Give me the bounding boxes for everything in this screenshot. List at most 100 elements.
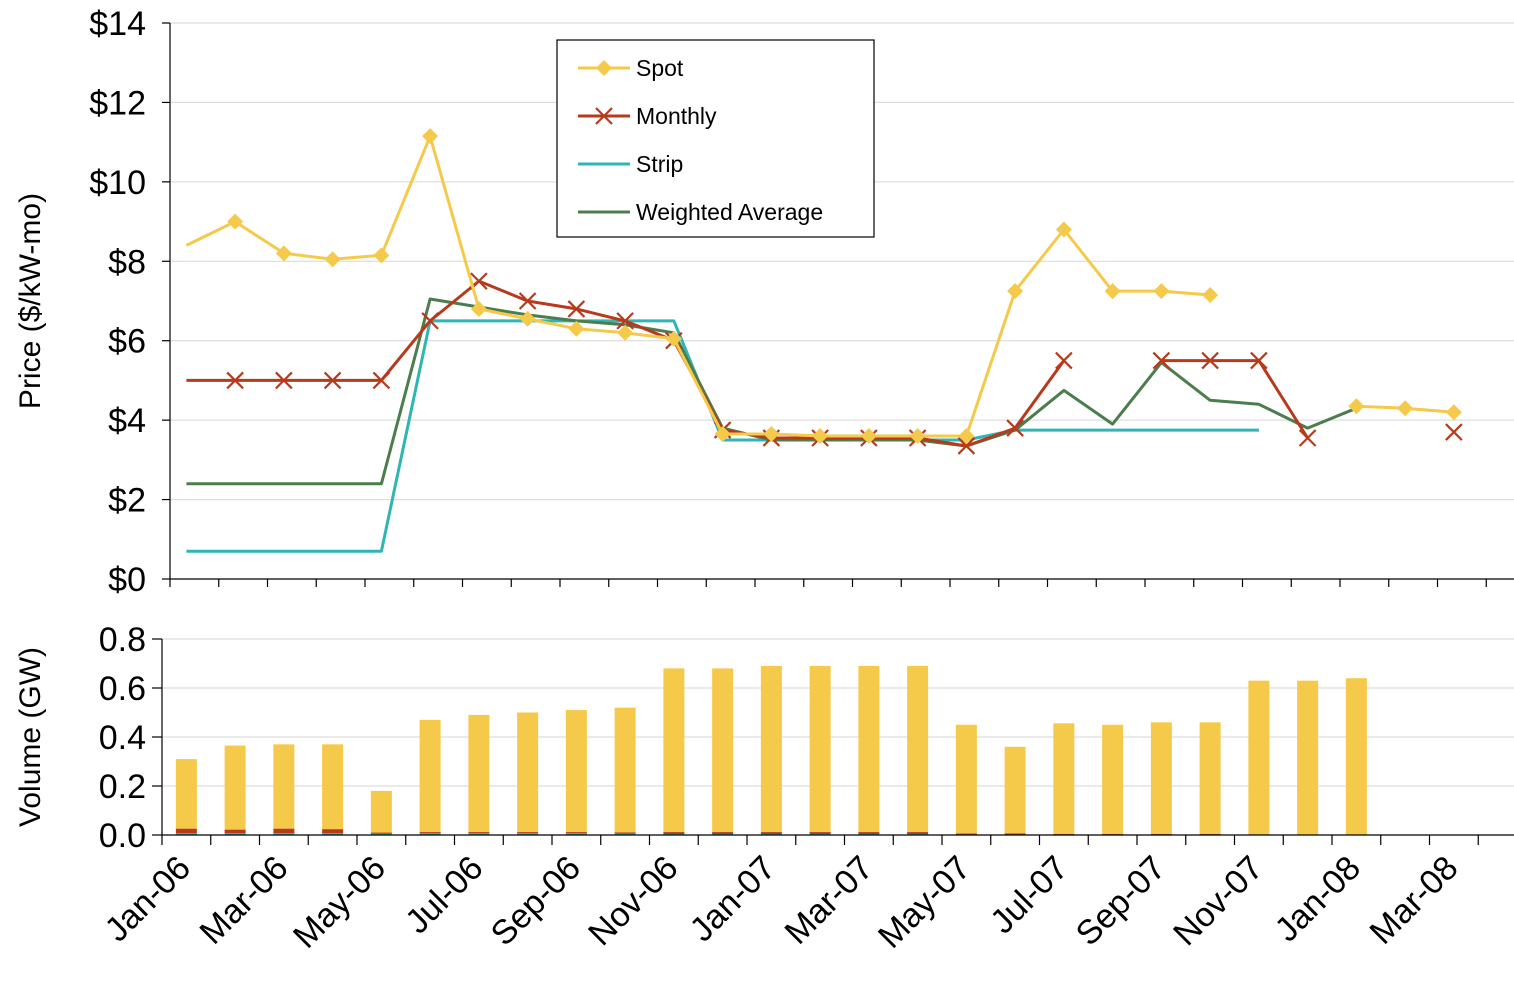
spot-volume-bar (907, 665, 929, 833)
strip-volume-bar (614, 833, 636, 835)
monthly-volume-bar (370, 832, 392, 834)
monthly-volume-bar (712, 832, 734, 835)
x-tick-label: Mar-08 (1363, 849, 1466, 952)
spot-marker (1007, 283, 1024, 300)
spot-volume-bar (1053, 723, 1075, 835)
spot-volume-bar (1199, 722, 1221, 835)
price-y-tick-label: $0 (108, 561, 146, 599)
legend-monthly-label: Monthly (636, 103, 717, 129)
monthly-marker (616, 312, 634, 330)
spot-marker (1397, 400, 1414, 417)
spot-volume-bar (1345, 678, 1367, 835)
monthly-marker (567, 300, 586, 318)
strip-volume-bar (419, 833, 441, 835)
monthly-marker (1055, 351, 1073, 370)
monthly-volume-bar (858, 832, 880, 835)
spot-volume-bar (663, 668, 685, 833)
spot-marker (275, 245, 292, 262)
price-chart-panel: $0 $2 $4 $6 $8 $10 $12 $14 Price ($/kW-mo) (14, 5, 1514, 599)
price-y-tick-label: $10 (89, 164, 146, 202)
strip-volume-bar (175, 833, 197, 835)
monthly-volume-bar (565, 832, 587, 834)
monthly-volume-bar (809, 832, 831, 835)
legend-box (556, 39, 875, 238)
legend: Spot Monthly Strip Weighted Average (556, 39, 875, 238)
price-y-tick-label: $4 (108, 402, 146, 440)
spot-volume-bar (858, 665, 880, 833)
price-y-axis-title: Price ($/kW-mo) (14, 193, 47, 409)
strip-volume-bar (565, 833, 587, 835)
spot-volume-bar (955, 724, 977, 834)
legend-spot-marker (596, 60, 612, 76)
x-tick-label: Jul-06 (398, 849, 490, 941)
volume-y-tick-label: 0.2 (99, 768, 146, 806)
volume-y-tick-label: 0.4 (99, 719, 146, 757)
spot-marker (812, 428, 829, 445)
price-y-tick-label: $2 (108, 482, 146, 520)
monthly-volume-bar (614, 832, 636, 834)
spot-volume-bar (370, 790, 392, 833)
spot-marker (324, 251, 341, 268)
monthly-volume-bar (175, 828, 197, 834)
spot-volume-bar (224, 745, 246, 830)
monthly-marker (1201, 351, 1219, 370)
spot-marker (958, 428, 975, 445)
price-y-tick-label: $8 (108, 243, 146, 281)
spot-marker (860, 428, 877, 445)
x-tick-label: May-06 (286, 849, 393, 956)
x-tick-label: Sep-06 (484, 849, 588, 953)
strip-volume-bar (370, 833, 392, 835)
legend-spot-label: Spot (636, 55, 684, 81)
monthly-volume-bar (663, 832, 685, 835)
spot-volume-bar (1102, 724, 1124, 835)
monthly-marker (421, 312, 439, 330)
monthly-volume-bar (1053, 834, 1075, 835)
spot-volume-bar (322, 744, 344, 830)
x-tick-label: Mar-06 (193, 849, 296, 952)
spot-volume-bar (175, 759, 197, 829)
volume-y-tick-label: 0.8 (99, 621, 146, 659)
price-y-tick-label: $12 (89, 84, 146, 122)
monthly-volume-bar (1102, 834, 1124, 835)
monthly-volume-bar (273, 828, 295, 834)
spot-volume-bar (614, 707, 636, 833)
spot-marker (714, 426, 731, 443)
spot-marker (1348, 398, 1365, 415)
monthly-line (1161, 359, 1309, 439)
x-tick-label: Nov-07 (1166, 849, 1270, 953)
monthly-volume-bar (468, 832, 490, 834)
strip-volume-bar (273, 833, 295, 835)
legend-strip-label: Strip (636, 151, 683, 177)
spot-volume-bar (712, 668, 734, 833)
monthly-marker (1152, 351, 1171, 370)
spot-volume-bar (468, 714, 490, 833)
spot-volume-bar (273, 744, 295, 829)
spot-volume-bar (565, 710, 587, 833)
price-y-tick-label: $14 (89, 5, 146, 43)
monthly-volume-bar (517, 832, 539, 834)
volume-y-axis-title: Volume (GW) (14, 647, 47, 827)
monthly-marker (372, 371, 391, 390)
monthly-volume-bar (1150, 834, 1172, 835)
spot-volume-bar (517, 712, 539, 833)
spot-volume-bar (809, 665, 831, 833)
legend-weighted-average-label: Weighted Average (636, 199, 823, 225)
spot-marker (470, 300, 487, 317)
monthly-volume-bar (907, 832, 929, 835)
monthly-line (186, 279, 1066, 448)
x-tick-label: Sep-07 (1069, 849, 1173, 953)
monthly-marker (518, 292, 537, 310)
monthly-volume-bar (955, 833, 977, 835)
spot-marker (1445, 404, 1462, 421)
spot-marker (617, 324, 634, 341)
monthly-marker (957, 437, 976, 455)
spot-volume-bar (760, 665, 782, 833)
spot-marker (422, 128, 439, 145)
spot-marker (519, 310, 536, 327)
spot-marker (568, 320, 585, 337)
spot-volume-bar (419, 719, 441, 833)
spot-volume-bar (1248, 680, 1270, 835)
volume-y-tick-label: 0.0 (99, 817, 146, 855)
spot-marker (665, 330, 682, 347)
spot-marker (227, 213, 244, 230)
